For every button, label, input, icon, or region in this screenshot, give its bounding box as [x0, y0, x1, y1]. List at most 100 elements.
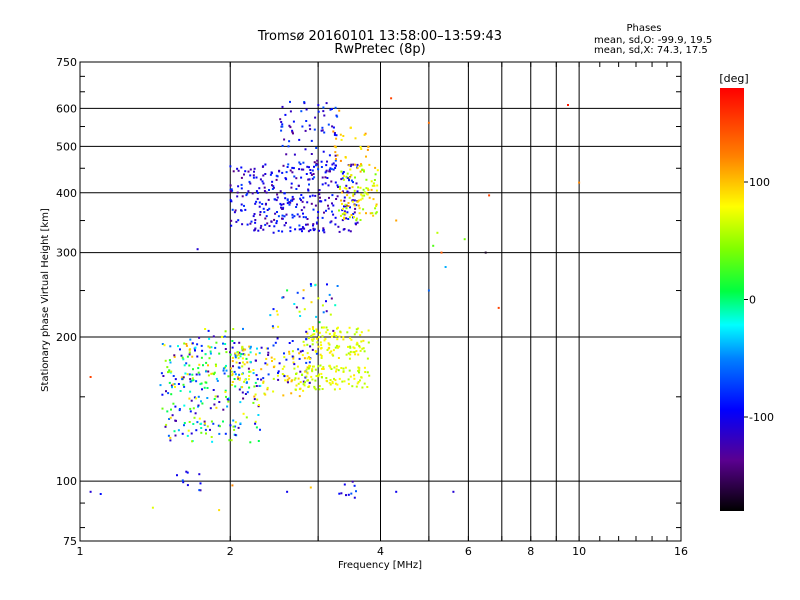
- scatter-point: [329, 383, 332, 386]
- scatter-point: [320, 160, 323, 163]
- scatter-point: [214, 363, 217, 366]
- scatter-point: [309, 345, 312, 348]
- scatter-point: [252, 176, 255, 179]
- scatter-point: [307, 189, 310, 192]
- scatter-point: [488, 194, 491, 197]
- scatter-point: [234, 354, 237, 357]
- scatter-point: [286, 490, 289, 493]
- scatter-point: [279, 190, 282, 193]
- scatter-point: [352, 181, 354, 184]
- scatter-point: [301, 125, 304, 128]
- scatter-point: [232, 419, 235, 422]
- scatter-point: [169, 361, 172, 364]
- scatter-point: [309, 283, 312, 286]
- scatter-point: [186, 484, 189, 487]
- y-tick-label: 500: [56, 140, 77, 153]
- scatter-point: [199, 383, 202, 386]
- scatter-point: [328, 343, 331, 346]
- scatter-point: [325, 379, 328, 382]
- scatter-point: [241, 223, 244, 226]
- scatter-point: [367, 145, 370, 148]
- scatter-point: [337, 225, 340, 228]
- scatter-point: [227, 400, 230, 403]
- scatter-point: [231, 189, 234, 192]
- scatter-point: [195, 397, 198, 400]
- scatter-point: [242, 412, 245, 415]
- scatter-point: [372, 182, 375, 185]
- scatter-point: [249, 360, 252, 363]
- scatter-point: [233, 370, 236, 373]
- scatter-point: [291, 213, 294, 216]
- scatter-point: [341, 209, 344, 212]
- colorbar-ticks: 100 0 -100: [744, 176, 774, 424]
- scatter-point: [283, 215, 286, 218]
- scatter-point: [247, 378, 250, 381]
- scatter-point: [229, 184, 232, 187]
- scatter-point: [323, 339, 326, 342]
- scatter-point: [309, 128, 312, 131]
- scatter-point: [168, 359, 171, 362]
- scatter-point: [275, 220, 278, 223]
- scatter-point: [245, 416, 248, 419]
- scatter-point: [336, 383, 339, 386]
- scatter-point: [212, 389, 215, 391]
- scatter-point: [257, 440, 260, 442]
- scatter-point: [204, 428, 207, 431]
- scatter-point: [321, 183, 324, 186]
- scatter-point: [330, 350, 333, 353]
- scatter-point: [333, 366, 336, 369]
- scatter-point: [230, 439, 233, 442]
- scatter-point: [349, 126, 352, 129]
- scatter-point: [299, 350, 302, 353]
- scatter-point: [257, 405, 260, 408]
- scatter-point: [335, 370, 337, 373]
- scatter-point: [258, 201, 261, 204]
- scatter-point: [188, 353, 191, 356]
- scatter-point: [334, 304, 337, 307]
- scatter-point: [302, 380, 305, 383]
- scatter-point: [356, 167, 359, 170]
- scatter-point: [353, 333, 356, 336]
- scatter-point: [364, 132, 367, 135]
- scatter-point: [310, 173, 313, 176]
- scatter-point: [181, 356, 184, 359]
- scatter-point: [248, 386, 251, 389]
- scatter-point: [278, 362, 281, 365]
- scatter-point: [267, 351, 270, 354]
- scatter-point: [284, 379, 287, 382]
- scatter-point: [272, 308, 275, 311]
- scatter-point: [200, 344, 203, 347]
- scatter-point: [89, 376, 92, 378]
- scatter-point: [319, 196, 321, 199]
- scatter-point: [322, 326, 325, 329]
- scatter-point: [201, 388, 203, 391]
- scatter-point: [229, 190, 232, 193]
- scatter-point: [294, 228, 297, 231]
- scatter-point: [195, 380, 198, 383]
- scatter-point: [203, 386, 206, 389]
- scatter-point: [268, 189, 270, 191]
- scatter-point: [315, 375, 318, 377]
- scatter-point: [255, 353, 257, 356]
- scatter-point: [283, 224, 286, 227]
- scatter-point: [360, 163, 362, 166]
- scatter-point: [275, 174, 278, 177]
- scatter-point: [288, 352, 291, 355]
- scatter-point: [230, 219, 233, 222]
- scatter-point: [205, 370, 207, 373]
- scatter-point: [160, 372, 163, 375]
- scatter-point: [328, 346, 331, 349]
- scatter-point: [346, 176, 349, 179]
- scatter-point: [285, 221, 287, 224]
- scatter-point: [180, 376, 183, 379]
- scatter-point: [214, 346, 217, 349]
- scatter-point: [241, 357, 244, 360]
- scatter-point: [262, 380, 265, 383]
- phases-o-line: mean, sd,O: -99.9, 19.5: [594, 35, 712, 46]
- scatter-point: [359, 186, 362, 189]
- scatter-point: [199, 482, 202, 485]
- scatter-point: [265, 347, 268, 350]
- scatter-point: [327, 204, 329, 207]
- scatter-point: [328, 332, 331, 335]
- scatter-point: [348, 187, 351, 190]
